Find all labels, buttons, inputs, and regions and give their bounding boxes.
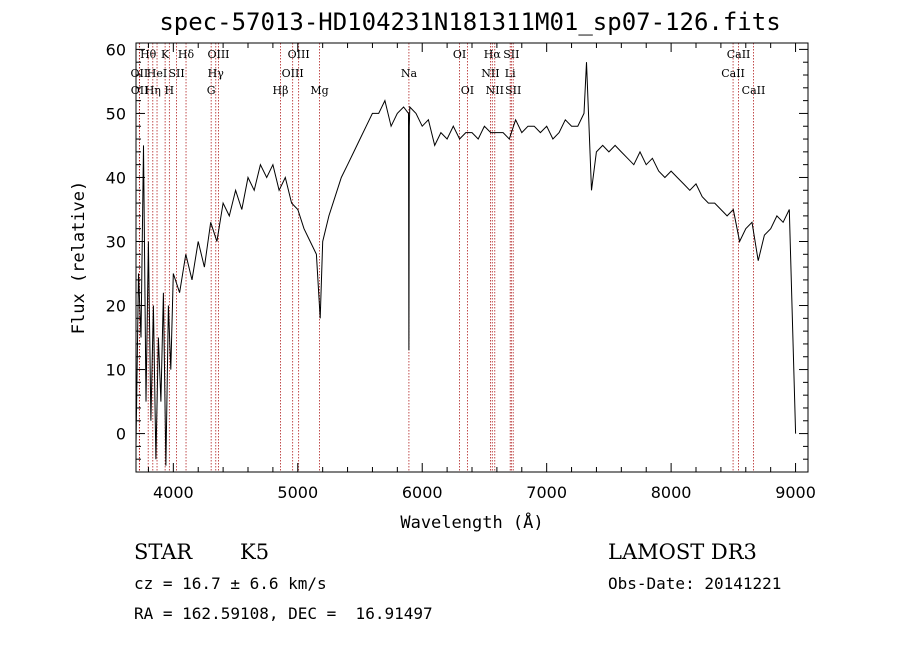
marker-label: SII: [505, 84, 521, 97]
y-tick-label: 30: [106, 232, 126, 251]
x-tick-label: 6000: [402, 483, 443, 502]
marker-label: SII: [503, 48, 519, 61]
marker-label: OIII: [207, 48, 229, 61]
object-subclass: K5: [240, 540, 270, 564]
marker-label: OIII: [282, 67, 304, 80]
marker-label: CaII: [742, 84, 766, 97]
marker-label: Hγ: [208, 67, 225, 80]
y-axis-label: Flux (relative): [69, 181, 89, 335]
survey-name: LAMOST DR3: [608, 540, 757, 564]
obs-date: Obs-Date: 20141221: [608, 574, 782, 593]
y-tick-label: 0: [116, 425, 126, 444]
marker-label: OIII: [288, 48, 310, 61]
marker-label: CaII: [721, 67, 745, 80]
marker-label: NII: [481, 67, 499, 80]
marker-label: Na: [401, 67, 418, 80]
redshift-value: cz = 16.7 ± 6.6 km/s: [134, 574, 327, 593]
x-tick-label: 7000: [526, 483, 567, 502]
object-class: STAR: [134, 540, 193, 564]
marker-label: K: [161, 48, 170, 61]
marker-label: Hα: [484, 48, 502, 61]
marker-label: NII: [486, 84, 504, 97]
y-tick-label: 60: [106, 40, 126, 59]
marker-label: CaII: [727, 48, 751, 61]
spectrum-line: [135, 62, 797, 466]
marker-label: HeI: [147, 67, 167, 80]
line-markers: [138, 43, 754, 472]
marker-label: G: [207, 84, 216, 97]
x-tick-label: 8000: [651, 483, 692, 502]
x-tick-label: 4000: [153, 483, 194, 502]
marker-label: Hθ: [140, 48, 157, 61]
plot-frame: [135, 42, 809, 473]
marker-label: OII: [131, 67, 149, 80]
chart-title: spec-57013-HD104231N181311M01_sp07-126.f…: [159, 8, 781, 36]
x-tick-label: 9000: [775, 483, 816, 502]
y-tick-label: 10: [106, 361, 126, 380]
marker-label: OI: [461, 84, 474, 97]
x-tick-label: 5000: [277, 483, 318, 502]
y-tick-label: 50: [106, 104, 126, 123]
marker-label: SII: [168, 67, 184, 80]
y-tick-label: 40: [106, 168, 126, 187]
marker-label: OII: [131, 84, 149, 97]
x-axis: 4000 5000 6000 7000 8000 9000: [147, 43, 816, 502]
marker-label: Hη: [145, 84, 161, 97]
y-tick-label: 20: [106, 297, 126, 316]
marker-label: OI: [453, 48, 466, 61]
marker-label: Li: [505, 67, 516, 80]
marker-labels: Hθ Hη HeI K H SII Hδ G Hγ OIII Hβ OIII OIII Mg Na OI OI N…: [131, 48, 766, 97]
marker-label: Hβ: [273, 84, 289, 97]
marker-label: Mg: [310, 84, 328, 97]
y-axis: 0 10 20 30 40 50 60: [106, 40, 808, 460]
marker-label: Hδ: [178, 48, 195, 61]
coordinates: RA = 162.59108, DEC = 16.91497: [134, 604, 433, 623]
x-axis-label: Wavelength (Å): [400, 511, 543, 533]
marker-label: H: [165, 84, 175, 97]
